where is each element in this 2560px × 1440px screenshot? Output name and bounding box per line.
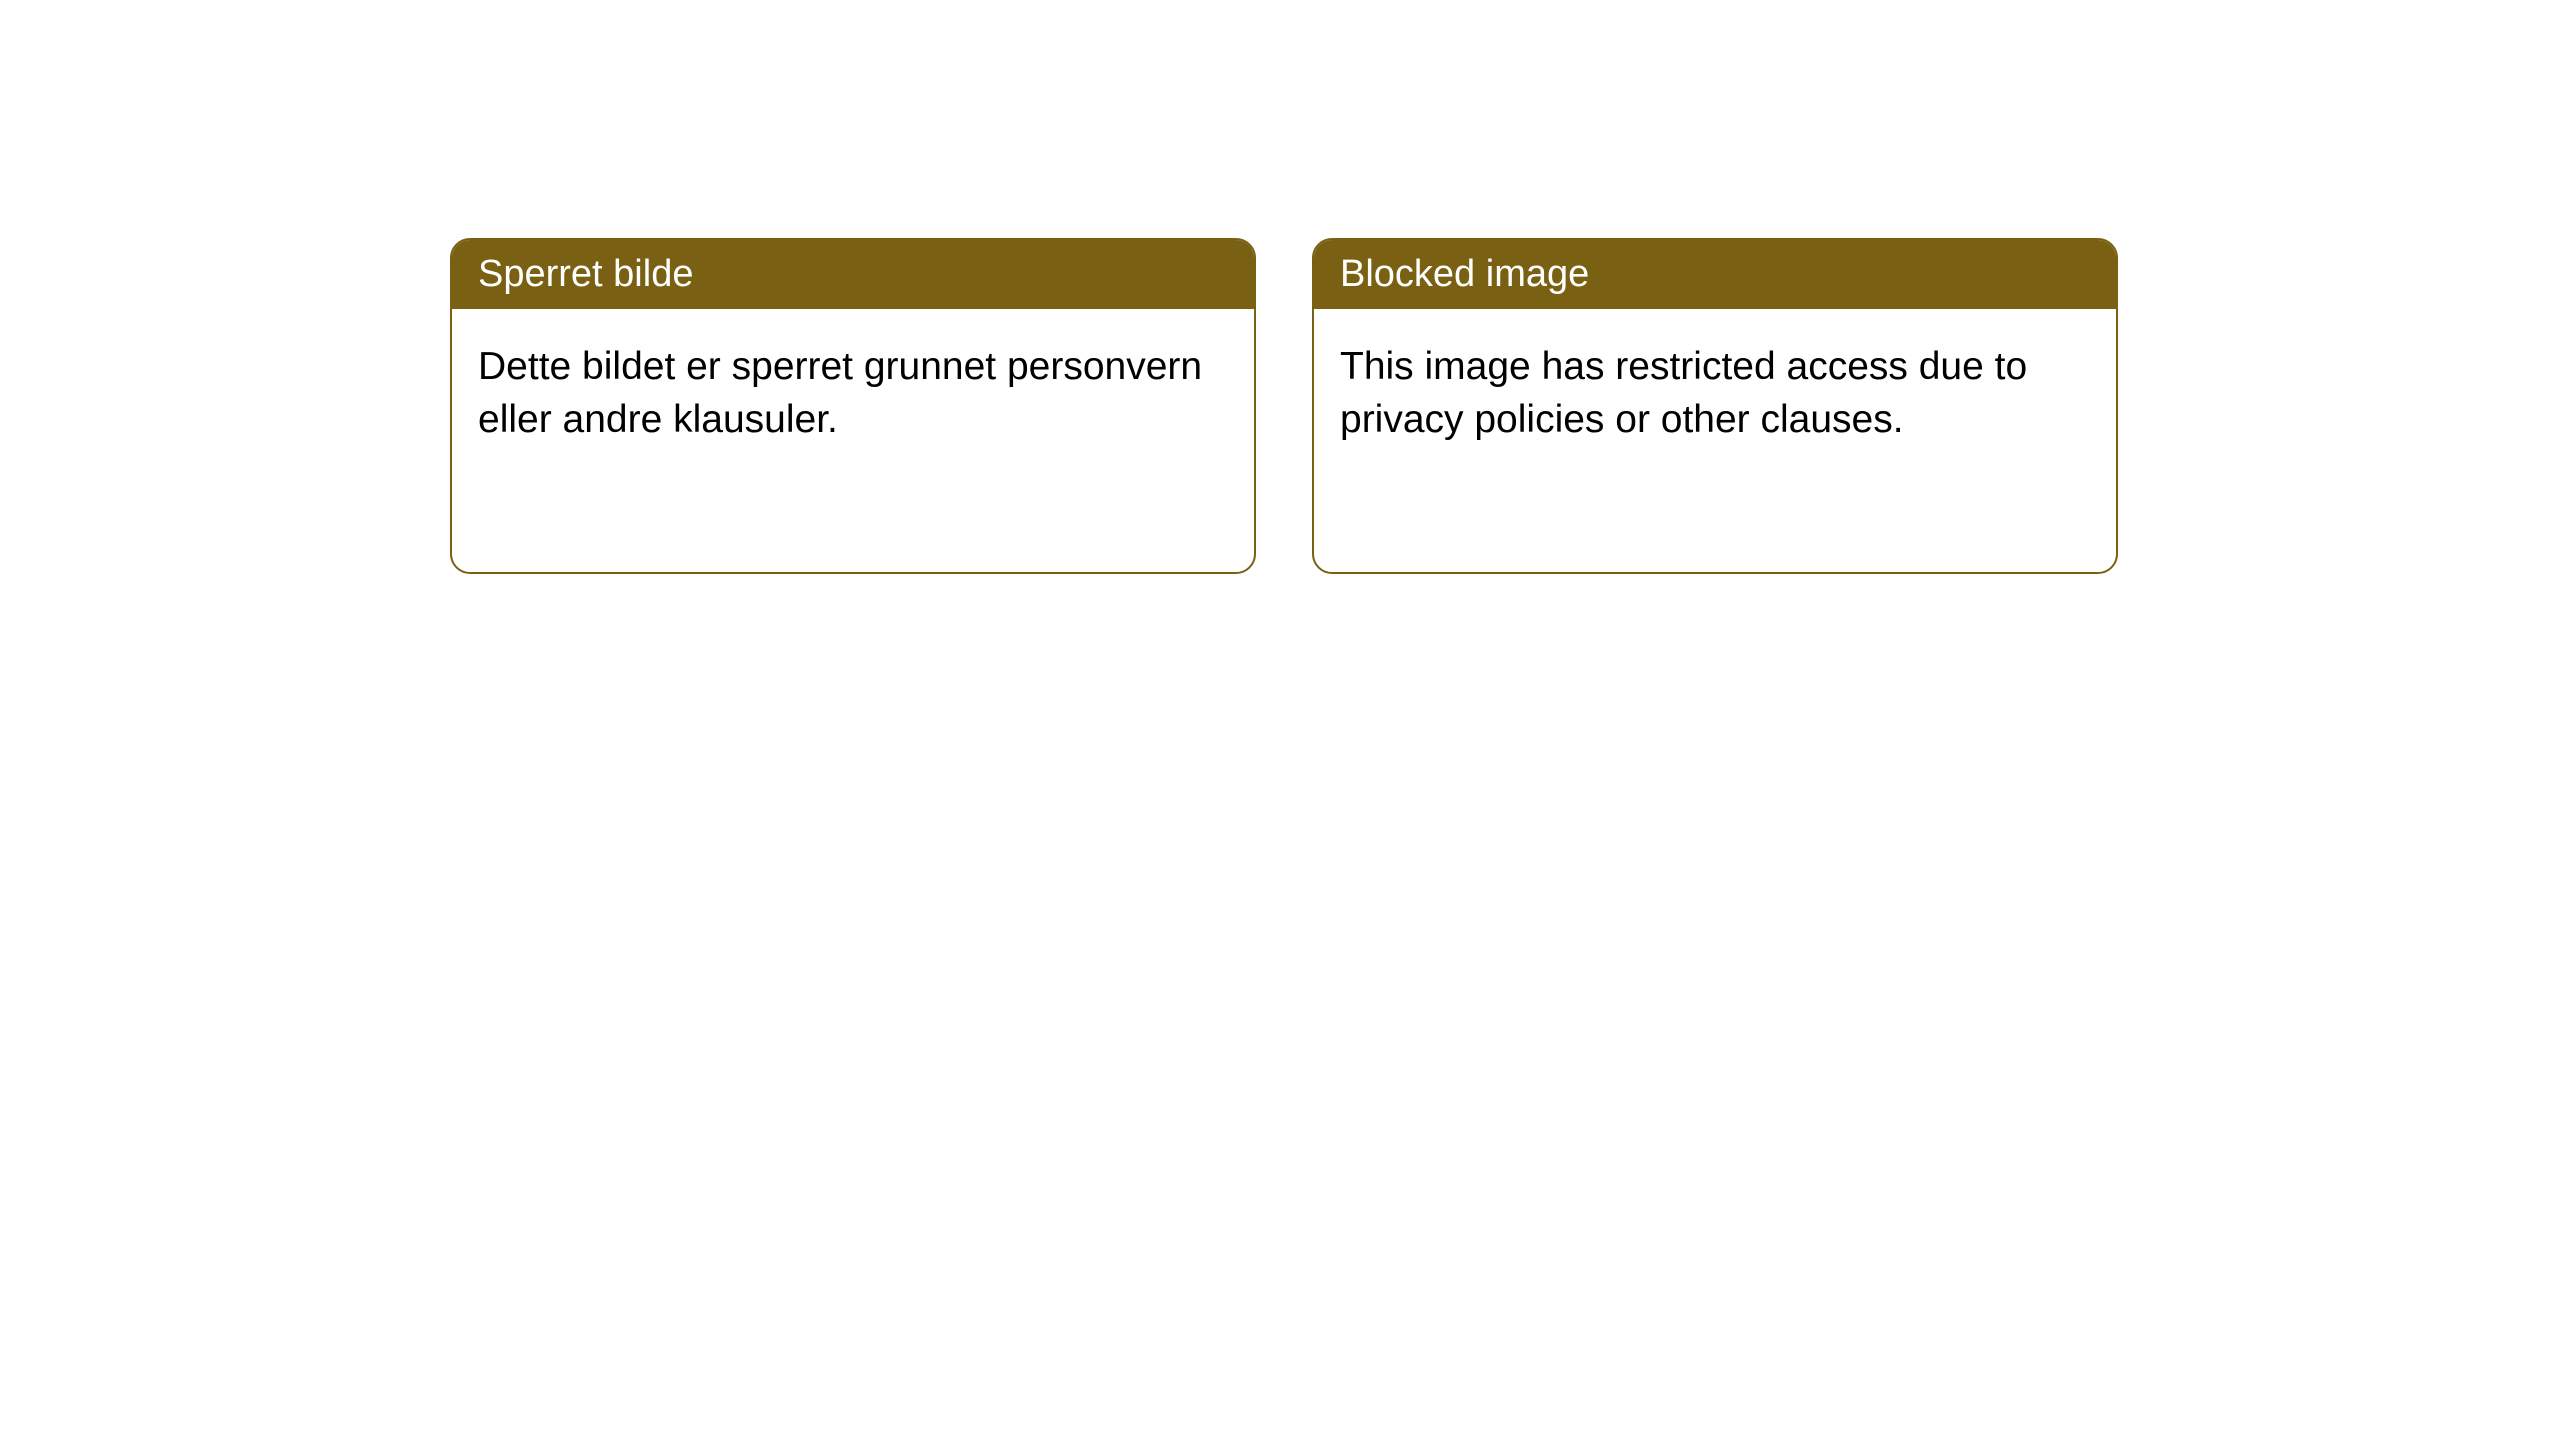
card-body: Dette bildet er sperret grunnet personve… <box>452 309 1254 478</box>
card-title: Sperret bilde <box>478 253 693 295</box>
card-header: Sperret bilde <box>452 240 1254 309</box>
card-body-text: Dette bildet er sperret grunnet personve… <box>478 345 1202 441</box>
card-body-text: This image has restricted access due to … <box>1340 345 2027 441</box>
cards-container: Sperret bilde Dette bildet er sperret gr… <box>450 238 2560 574</box>
card-english: Blocked image This image has restricted … <box>1312 238 2118 574</box>
card-body: This image has restricted access due to … <box>1314 309 2116 478</box>
card-title: Blocked image <box>1340 253 1589 295</box>
card-norwegian: Sperret bilde Dette bildet er sperret gr… <box>450 238 1256 574</box>
card-header: Blocked image <box>1314 240 2116 309</box>
